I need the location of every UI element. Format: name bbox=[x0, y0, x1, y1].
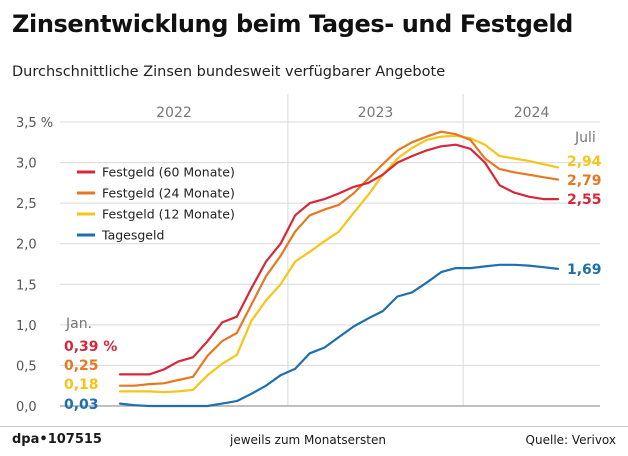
legend-label: Festgeld (12 Monate) bbox=[102, 207, 235, 222]
agency-credit: dpa•107515 bbox=[12, 432, 102, 447]
y-tick-label: 3,0 bbox=[16, 157, 37, 172]
y-tick-label: 0,0 bbox=[16, 400, 37, 415]
y-tick-label: 1,0 bbox=[16, 319, 37, 334]
start-value-label: 0,03 bbox=[64, 397, 99, 413]
end-value-label: 2,55 bbox=[567, 192, 602, 208]
end-value-label: 2,94 bbox=[567, 154, 602, 170]
end-month-label: Juli bbox=[574, 130, 596, 146]
y-tick-label: 1,5 bbox=[16, 278, 37, 293]
start-month-label: Jan. bbox=[65, 316, 92, 332]
end-value-label: 1,69 bbox=[567, 262, 602, 278]
y-tick-label: 2,0 bbox=[16, 238, 37, 253]
start-value-label: 0,18 bbox=[64, 377, 99, 393]
start-value-label: 0,39 % bbox=[64, 339, 117, 355]
legend-label: Tagesgeld bbox=[101, 228, 164, 243]
series-line-tagesgeld bbox=[118, 263, 560, 408]
chart-subtitle: Durchschnittliche Zinsen bundesweit verf… bbox=[12, 64, 446, 80]
year-label: 2022 bbox=[156, 105, 192, 121]
year-label: 2023 bbox=[358, 105, 394, 121]
footer: dpa•107515 jeweils zum Monatsersten Quel… bbox=[0, 431, 628, 453]
y-tick-label: 0,5 bbox=[16, 359, 37, 374]
chart: 0,0 0,5 1,0 1,5 2,0 2,5 3,0 3,5 % 2022 2023 2024 Ja… bbox=[16, 94, 602, 415]
legend-label: Festgeld (24 Monate) bbox=[102, 186, 235, 201]
y-tick-label: 2,5 bbox=[16, 197, 37, 212]
series-line-festgeld24 bbox=[118, 130, 560, 387]
source-credit: Quelle: Verivox bbox=[525, 433, 616, 447]
end-value-label: 2,79 bbox=[567, 173, 602, 189]
year-label: 2024 bbox=[514, 105, 550, 121]
y-tick-label: 3,5 % bbox=[16, 116, 53, 131]
series-line-festgeld60 bbox=[118, 143, 560, 376]
footer-note: jeweils zum Monatsersten bbox=[230, 433, 386, 447]
footer-divider bbox=[0, 426, 628, 427]
series-line-festgeld12 bbox=[118, 134, 560, 394]
legend-label: Festgeld (60 Monate) bbox=[102, 165, 235, 180]
chart-title: Zinsentwicklung beim Tages- und Festgeld bbox=[12, 10, 573, 38]
start-value-label: 0,25 bbox=[64, 358, 99, 374]
